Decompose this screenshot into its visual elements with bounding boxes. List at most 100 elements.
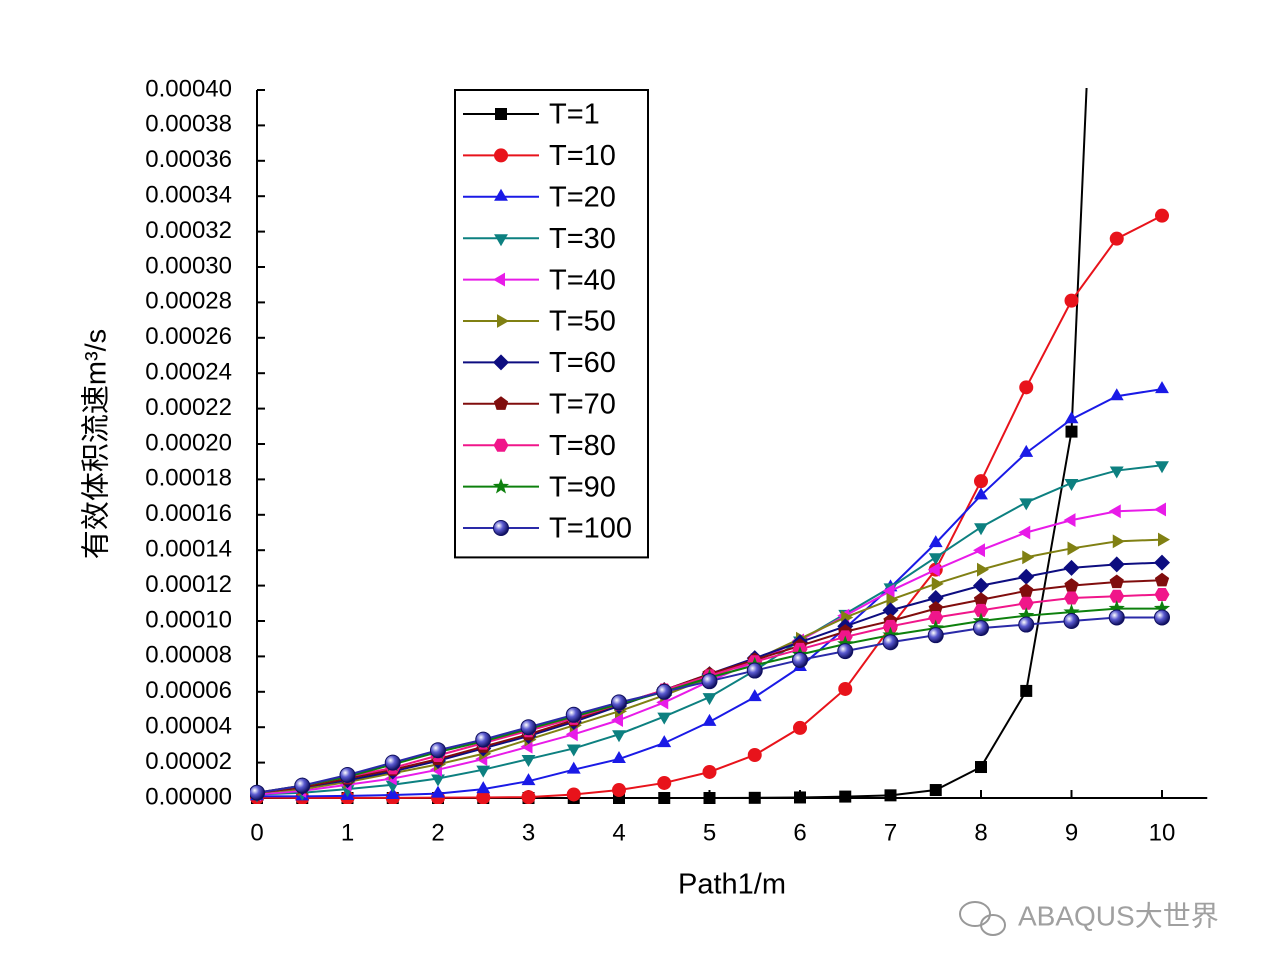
marker bbox=[1153, 600, 1171, 616]
y-tick-label: 0.00026 bbox=[145, 323, 232, 350]
legend-marker bbox=[494, 148, 508, 163]
marker bbox=[928, 535, 943, 548]
marker bbox=[1067, 541, 1080, 556]
marker bbox=[521, 790, 536, 804]
marker bbox=[702, 764, 717, 779]
marker bbox=[973, 592, 989, 606]
legend-marker bbox=[497, 314, 509, 328]
marker bbox=[566, 761, 581, 774]
legend-marker bbox=[493, 396, 509, 410]
y-axis-title: 有效体积流速m³/s bbox=[80, 329, 113, 559]
x-tick-label: 8 bbox=[974, 819, 987, 846]
legend-marker bbox=[493, 272, 505, 287]
marker bbox=[1063, 559, 1080, 576]
y-tick-label: 0.00020 bbox=[145, 429, 232, 456]
x-tick-label: 4 bbox=[612, 819, 625, 846]
marker bbox=[1020, 684, 1033, 697]
marker bbox=[1155, 461, 1169, 474]
marker bbox=[1108, 504, 1121, 519]
legend-label: T=70 bbox=[549, 388, 616, 420]
marker bbox=[520, 719, 537, 736]
marker bbox=[657, 735, 672, 748]
marker bbox=[1158, 532, 1170, 547]
marker bbox=[974, 487, 988, 500]
marker bbox=[1019, 498, 1034, 511]
marker bbox=[1108, 556, 1125, 573]
x-tick-label: 7 bbox=[884, 819, 897, 846]
marker bbox=[250, 784, 265, 801]
marker bbox=[1109, 574, 1124, 589]
marker bbox=[1109, 589, 1125, 603]
marker bbox=[1064, 293, 1079, 308]
marker bbox=[747, 689, 762, 702]
legend-marker bbox=[493, 520, 509, 536]
marker bbox=[927, 589, 944, 606]
marker bbox=[431, 785, 445, 798]
marker bbox=[612, 730, 626, 743]
x-tick-label: 1 bbox=[341, 819, 354, 846]
marker bbox=[476, 781, 491, 794]
marker bbox=[975, 761, 987, 774]
marker bbox=[793, 720, 807, 735]
marker bbox=[1154, 554, 1170, 571]
x-axis-title: Path1/m bbox=[678, 869, 786, 901]
marker bbox=[1063, 613, 1080, 629]
marker bbox=[294, 777, 311, 794]
legend-label: T=30 bbox=[549, 223, 616, 255]
marker bbox=[1018, 525, 1031, 540]
y-tick-label: 0.00016 bbox=[145, 500, 232, 527]
marker bbox=[1108, 600, 1125, 616]
marker bbox=[385, 786, 400, 799]
marker bbox=[1019, 583, 1034, 597]
marker bbox=[1154, 572, 1170, 587]
marker bbox=[977, 562, 989, 577]
marker bbox=[1109, 466, 1124, 479]
marker bbox=[883, 619, 898, 633]
marker bbox=[974, 474, 988, 489]
marker bbox=[928, 610, 944, 624]
legend-marker bbox=[494, 234, 508, 247]
y-tick-label: 0.00028 bbox=[145, 288, 232, 315]
marker bbox=[565, 706, 582, 723]
legend-label: T=50 bbox=[549, 306, 616, 338]
legend-marker bbox=[495, 108, 507, 120]
marker bbox=[973, 620, 989, 637]
marker bbox=[973, 577, 989, 594]
marker bbox=[838, 681, 853, 696]
marker bbox=[611, 694, 627, 711]
marker bbox=[431, 774, 445, 787]
marker bbox=[1019, 380, 1034, 395]
marker bbox=[882, 583, 895, 598]
marker bbox=[1064, 591, 1079, 605]
marker bbox=[1154, 502, 1166, 517]
marker bbox=[1155, 381, 1169, 394]
y-tick-label: 0.00014 bbox=[145, 536, 232, 563]
marker bbox=[973, 543, 985, 558]
legend-marker bbox=[492, 478, 510, 494]
y-tick-label: 0.00004 bbox=[145, 713, 232, 740]
marker bbox=[1063, 513, 1076, 528]
legend-marker bbox=[494, 188, 508, 201]
marker bbox=[611, 713, 623, 728]
x-tick-label: 3 bbox=[522, 819, 535, 846]
marker bbox=[1064, 411, 1079, 424]
marker bbox=[384, 754, 401, 771]
watermark-icon bbox=[959, 901, 1006, 936]
marker bbox=[928, 553, 943, 566]
legend-label: T=20 bbox=[549, 181, 616, 213]
marker bbox=[430, 742, 446, 759]
x-tick-label: 10 bbox=[1149, 819, 1176, 846]
y-tick-label: 0.00032 bbox=[145, 217, 232, 244]
legend-label: T=10 bbox=[549, 140, 616, 172]
marker bbox=[476, 790, 491, 804]
x-tick-label: 6 bbox=[793, 819, 806, 846]
y-tick-label: 0.00040 bbox=[145, 75, 232, 102]
marker bbox=[566, 787, 581, 802]
legend-label: T=40 bbox=[549, 264, 616, 296]
marker bbox=[1019, 444, 1034, 457]
marker bbox=[886, 592, 899, 607]
marker bbox=[1109, 231, 1124, 246]
marker bbox=[476, 765, 491, 778]
marker bbox=[1018, 568, 1035, 585]
